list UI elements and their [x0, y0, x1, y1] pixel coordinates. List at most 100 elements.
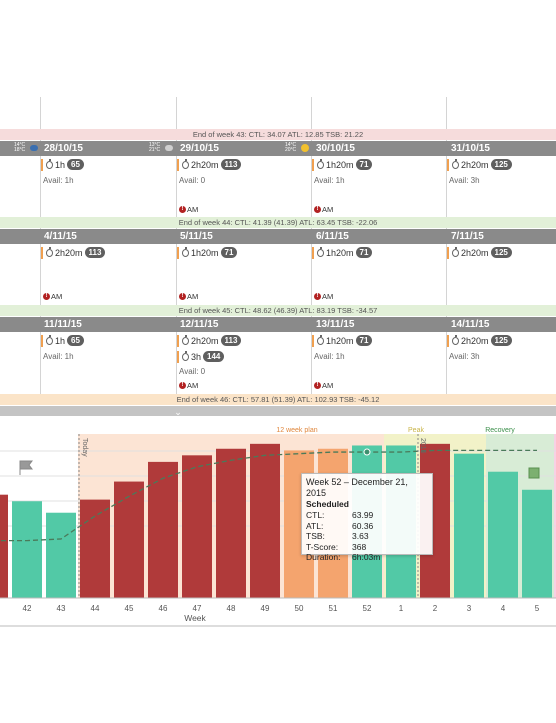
alert-icon: !	[314, 206, 321, 213]
workout-item[interactable]: 2h20m 125	[452, 158, 512, 170]
day-date[interactable]: 14/11/15	[451, 319, 490, 330]
day-date[interactable]: 31/10/15	[451, 143, 490, 154]
bar	[46, 512, 76, 598]
am-flag[interactable]: ! AM	[179, 205, 198, 214]
tss-badge: 113	[220, 335, 242, 346]
workout-duration: 1h20m	[326, 335, 354, 346]
x-tick-label: 5	[535, 604, 540, 613]
am-flag[interactable]: ! AM	[179, 381, 198, 390]
today-label: Today	[81, 438, 88, 457]
tss-badge: 71	[220, 247, 238, 258]
stopwatch-icon	[182, 350, 189, 361]
weather-temps: 13°C 21°C	[149, 142, 161, 153]
workout-duration: 2h20m	[191, 159, 219, 170]
workout-item[interactable]: 2h20m 125	[452, 334, 512, 346]
tss-badge: 71	[355, 247, 373, 258]
x-tick-label: 46	[159, 604, 168, 613]
day-date[interactable]: 13/11/15	[316, 319, 355, 330]
x-tick-label: 51	[329, 604, 338, 613]
workout-item[interactable]: 1h20m 71	[317, 246, 373, 258]
day-date[interactable]: 11/11/15	[44, 319, 82, 330]
weather-temps: 14°C 18°C	[14, 142, 26, 153]
x-tick-label: 45	[125, 604, 134, 613]
bar	[454, 453, 484, 598]
x-tick-label: 2	[433, 604, 438, 613]
chart-labels: Today 2016 12 week plan Peak Recovery	[19, 427, 540, 598]
stopwatch-icon	[317, 158, 324, 169]
tss-badge: 113	[84, 247, 106, 258]
day-date[interactable]: 5/11/15	[180, 231, 213, 242]
alert-icon: !	[179, 206, 186, 213]
am-flag[interactable]: ! AM	[179, 292, 198, 301]
chart-tooltip: Week 52 – December 21, 2015 Scheduled CT…	[301, 473, 433, 562]
rain-cloud-icon	[30, 145, 38, 151]
stopwatch-icon	[452, 246, 459, 257]
grid-line	[446, 97, 447, 397]
day-header-row: 4/11/15 5/11/15 6/11/15 7/11/15	[0, 229, 556, 244]
chevron-down-icon[interactable]: ⌄	[174, 407, 182, 417]
x-tick-label: 49	[261, 604, 270, 613]
tss-badge: 125	[490, 335, 512, 346]
x-tick-label: 50	[295, 604, 304, 613]
day-date[interactable]: 12/11/15	[180, 319, 219, 330]
day-date[interactable]: 28/10/15	[44, 143, 83, 154]
availability: Avail: 1h	[43, 176, 74, 185]
am-flag[interactable]: ! AM	[43, 292, 62, 301]
plan-zone-label: 12 week plan	[276, 427, 317, 434]
workout-marker	[177, 335, 179, 347]
workout-duration: 2h20m	[55, 247, 83, 258]
bar	[114, 481, 144, 598]
workout-duration: 2h20m	[461, 159, 489, 170]
availability: Avail: 0	[179, 367, 206, 376]
tooltip-row: TSB: 3.63	[306, 531, 369, 541]
alert-icon: !	[179, 382, 186, 389]
bar	[0, 494, 8, 598]
workout-duration: 2h20m	[191, 335, 219, 346]
day-date[interactable]: 29/10/15	[180, 143, 219, 154]
bars	[0, 443, 552, 598]
stopwatch-icon	[46, 158, 53, 169]
grid-line	[40, 97, 41, 397]
x-tick-label: 42	[23, 604, 32, 613]
workout-item[interactable]: 2h20m 113	[182, 334, 242, 346]
workout-marker	[447, 159, 449, 171]
workout-item[interactable]: 2h20m 113	[46, 246, 106, 258]
flag-icon	[19, 460, 33, 475]
workout-marker	[447, 247, 449, 259]
workout-item[interactable]: 1h20m 71	[317, 334, 373, 346]
stopwatch-icon	[452, 158, 459, 169]
ctl-line	[0, 448, 537, 542]
tooltip-row: ATL: 60.36	[306, 520, 374, 531]
workout-item[interactable]: 3h 144	[182, 350, 225, 362]
alert-icon: !	[314, 382, 321, 389]
day-header-row: 11/11/15 12/11/15 13/11/15 14/11/15	[0, 317, 556, 332]
workout-item[interactable]: 1h20m 71	[182, 246, 238, 258]
tss-badge: 125	[490, 247, 512, 258]
stopwatch-icon	[182, 246, 189, 257]
day-date[interactable]: 30/10/15	[316, 143, 355, 154]
panel-divider[interactable]	[0, 406, 556, 416]
x-axis-label: Week	[184, 613, 206, 623]
tss-badge: 65	[67, 159, 84, 170]
x-tick-label: 52	[363, 604, 372, 613]
stopwatch-icon	[452, 334, 459, 345]
workout-item[interactable]: 1h 65	[46, 334, 84, 346]
workout-duration: 1h20m	[326, 247, 354, 258]
workout-item[interactable]: 2h20m 125	[452, 246, 512, 258]
day-date[interactable]: 4/11/15	[44, 231, 77, 242]
am-flag[interactable]: ! AM	[314, 292, 333, 301]
day-date[interactable]: 6/11/15	[316, 231, 349, 242]
workout-item[interactable]: 1h 65	[46, 158, 84, 170]
grid-line	[176, 97, 177, 397]
workout-marker	[312, 247, 314, 259]
workout-marker	[312, 335, 314, 347]
am-flag[interactable]: ! AM	[314, 205, 333, 214]
workout-marker	[177, 159, 179, 171]
day-date[interactable]: 7/11/15	[451, 231, 484, 242]
workout-item[interactable]: 1h20m 71	[317, 158, 373, 170]
am-flag[interactable]: ! AM	[314, 381, 333, 390]
alert-icon: !	[314, 293, 321, 300]
tss-badge: 65	[67, 335, 84, 346]
workout-item[interactable]: 2h20m 113	[182, 158, 242, 170]
bar	[488, 471, 518, 598]
